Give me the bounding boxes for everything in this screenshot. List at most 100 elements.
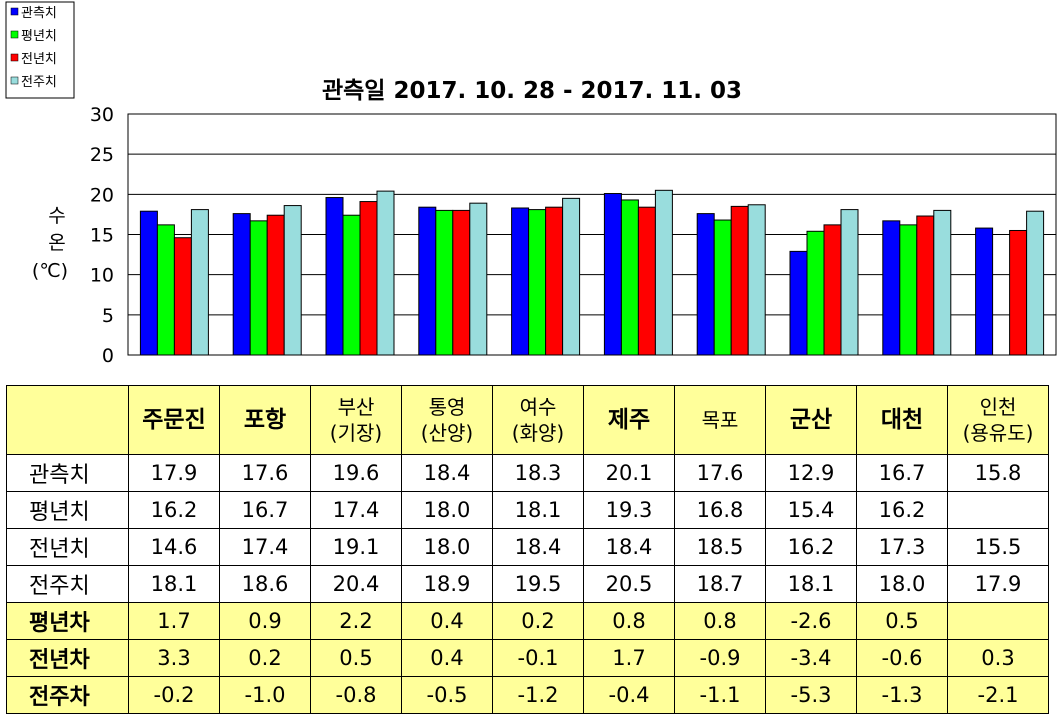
row-label: 전주차 bbox=[6, 676, 129, 714]
bar bbox=[418, 206, 437, 356]
table-cell: 18.1 bbox=[128, 565, 220, 603]
bar bbox=[823, 224, 842, 356]
table-cell: 17.6 bbox=[674, 454, 766, 492]
table-cell: 19.5 bbox=[492, 565, 584, 603]
table-column-header: 제주 bbox=[583, 385, 675, 455]
bar bbox=[747, 204, 766, 356]
table-column-header: 대천 bbox=[856, 385, 948, 455]
y-tick-label: 20 bbox=[90, 184, 114, 206]
table-cell: 2.2 bbox=[310, 602, 402, 640]
table-cell: 18.0 bbox=[401, 491, 493, 529]
row-label: 전년차 bbox=[6, 639, 129, 677]
legend-swatch bbox=[10, 30, 19, 39]
row-label: 전년치 bbox=[6, 528, 129, 566]
table-cell: -2.1 bbox=[947, 676, 1049, 714]
row-label: 평년치 bbox=[6, 491, 129, 529]
bar bbox=[435, 209, 454, 356]
table-cell: 18.0 bbox=[401, 528, 493, 566]
bar bbox=[603, 193, 622, 356]
y-tick-label: 30 bbox=[90, 104, 114, 126]
table-cell: 18.4 bbox=[583, 528, 675, 566]
row-label: 평년차 bbox=[6, 602, 129, 640]
legend-label: 전년치 bbox=[21, 52, 57, 67]
table-cell bbox=[947, 602, 1049, 640]
legend-label: 관측치 bbox=[21, 6, 57, 21]
table-cell: 0.8 bbox=[674, 602, 766, 640]
table-cell: 16.7 bbox=[219, 491, 311, 529]
table-column-header: 포항 bbox=[219, 385, 311, 455]
table-column-header: 군산 bbox=[765, 385, 857, 455]
table-cell: 18.9 bbox=[401, 565, 493, 603]
table-cell: 17.4 bbox=[310, 491, 402, 529]
table-cell: 17.4 bbox=[219, 528, 311, 566]
table-cell: 19.1 bbox=[310, 528, 402, 566]
legend-label: 평년치 bbox=[21, 29, 57, 44]
row-label: 관측치 bbox=[6, 454, 129, 492]
bar bbox=[840, 209, 859, 356]
bar bbox=[156, 224, 175, 356]
bar bbox=[933, 209, 952, 356]
table-cell: 16.8 bbox=[674, 491, 766, 529]
table-cell: 17.3 bbox=[856, 528, 948, 566]
bar bbox=[545, 206, 564, 356]
bar bbox=[249, 220, 268, 356]
bar bbox=[283, 205, 302, 356]
table-cell: 1.7 bbox=[583, 639, 675, 677]
table-cell: 15.4 bbox=[765, 491, 857, 529]
table-cell: 18.3 bbox=[492, 454, 584, 492]
table-cell: 18.1 bbox=[492, 491, 584, 529]
bar bbox=[713, 219, 732, 356]
bar bbox=[376, 190, 395, 356]
y-axis-label: 수온 (℃) bbox=[32, 205, 68, 282]
bar bbox=[789, 250, 808, 356]
chart-title: 관측일 2017. 10. 28 - 2017. 11. 03 bbox=[322, 78, 742, 104]
bar bbox=[139, 210, 158, 356]
table-cell: 18.4 bbox=[401, 454, 493, 492]
bars bbox=[139, 189, 1045, 356]
table-cell: 0.8 bbox=[583, 602, 675, 640]
table-cell: 20.1 bbox=[583, 454, 675, 492]
table-cell: 0.5 bbox=[856, 602, 948, 640]
bar bbox=[620, 199, 639, 356]
legend-swatch bbox=[10, 53, 19, 62]
table-column-header: 여수 (화양) bbox=[492, 385, 584, 455]
table-cell: -0.1 bbox=[492, 639, 584, 677]
bar bbox=[562, 197, 581, 356]
table-cell: 16.7 bbox=[856, 454, 948, 492]
table-column-header: 부산 (기장) bbox=[310, 385, 402, 455]
bar bbox=[1009, 229, 1028, 356]
table-cell: 17.6 bbox=[219, 454, 311, 492]
table-cell: 16.2 bbox=[128, 491, 220, 529]
table-cell: 18.5 bbox=[674, 528, 766, 566]
table-cell: 16.2 bbox=[856, 491, 948, 529]
bar bbox=[1026, 210, 1045, 356]
bar bbox=[916, 215, 935, 356]
table-column-header: 인천 (용유도) bbox=[947, 385, 1049, 455]
table-cell: -1.3 bbox=[856, 676, 948, 714]
bar bbox=[637, 206, 656, 356]
table-cell: 15.8 bbox=[947, 454, 1049, 492]
table-row: 전년차 3.3 0.2 0.5 0.4 -0.1 1.7 -0.9 -3.4 -0.6 0.3 bbox=[6, 639, 1049, 677]
plot-area-border bbox=[127, 113, 1057, 356]
table-cell: -1.1 bbox=[674, 676, 766, 714]
bar bbox=[266, 214, 285, 356]
legend-label: 전주치 bbox=[21, 75, 57, 90]
bar bbox=[511, 207, 530, 356]
table-row: 관측치 17.9 17.6 19.6 18.4 18.3 20.1 17.6 12.9 16.7 1… bbox=[6, 454, 1049, 492]
table-cell: -0.4 bbox=[583, 676, 675, 714]
table-column-header: 주문진 bbox=[128, 385, 220, 455]
table-cell: 0.5 bbox=[310, 639, 402, 677]
table-row: 전주차 -0.2 -1.0 -0.8 -0.5 -1.2 -0.4 -1.1 -5.3 -1.3-… bbox=[6, 676, 1049, 714]
table-cell: -0.9 bbox=[674, 639, 766, 677]
table-cell: 17.9 bbox=[947, 565, 1049, 603]
table-cell: 18.7 bbox=[674, 565, 766, 603]
table-cell: 17.9 bbox=[128, 454, 220, 492]
table-cell: 0.4 bbox=[401, 639, 493, 677]
table-row: 전년치 14.6 17.4 19.1 18.0 18.4 18.4 18.5 16.2 17.3 1… bbox=[6, 528, 1049, 566]
table-row: 평년치 16.2 16.7 17.4 18.0 18.1 19.3 16.8 15.4 16.2 bbox=[6, 491, 1049, 529]
table-cell: 16.2 bbox=[765, 528, 857, 566]
table-cell: 0.2 bbox=[492, 602, 584, 640]
bar bbox=[654, 189, 673, 356]
